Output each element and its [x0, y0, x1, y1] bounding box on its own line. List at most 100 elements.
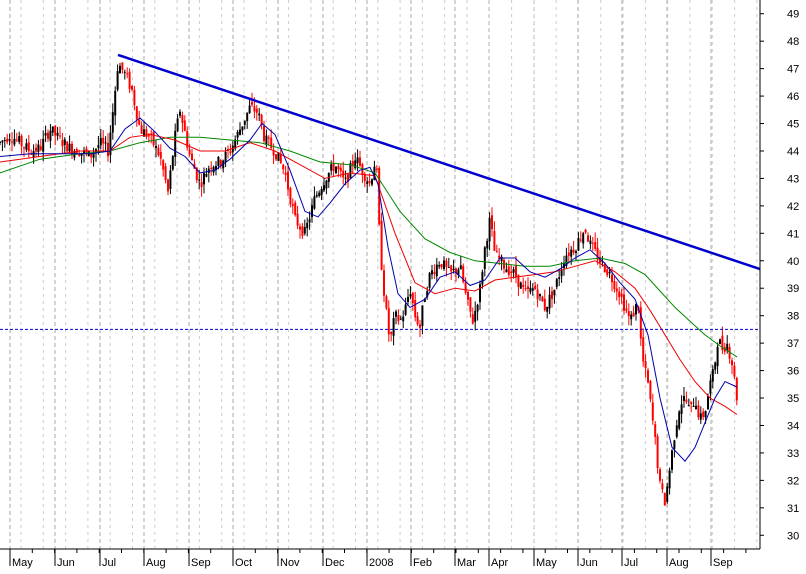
x-tick-label-0: May	[12, 557, 33, 569]
ma-short-line	[0, 117, 738, 462]
candle-body-169	[404, 304, 407, 315]
candle-body-262	[627, 311, 630, 317]
candle-body-55	[131, 85, 133, 90]
candle-body-101	[241, 126, 244, 131]
candle-body-94	[224, 151, 227, 162]
candle-body-296	[709, 380, 712, 394]
candle-body-261	[625, 308, 628, 311]
candle-body-219	[524, 288, 527, 290]
candle-body-160	[383, 270, 385, 296]
candle-body-106	[253, 106, 256, 112]
candle-body-129	[308, 219, 311, 223]
candle-body-5	[11, 141, 13, 143]
candle-body-227	[543, 298, 546, 311]
candle-body-293	[702, 411, 705, 418]
candle-body-256	[613, 281, 616, 290]
y-tick-label-15: 45	[787, 119, 799, 131]
candle-body-19	[44, 133, 47, 136]
candle-body-119	[284, 172, 287, 175]
candle-body-83	[198, 179, 201, 181]
candle-body-182	[435, 264, 438, 276]
candle-body-136	[325, 180, 328, 189]
candle-body-298	[714, 362, 717, 370]
candle-body-287	[687, 405, 690, 407]
candle-body-89	[212, 166, 215, 173]
candle-body-291	[697, 405, 700, 418]
candle-body-303	[726, 343, 729, 351]
candle-body-130	[311, 205, 313, 217]
candle-body-259	[620, 293, 623, 297]
candle-body-255	[611, 274, 613, 283]
candle-body-163	[390, 332, 393, 335]
candle-body-29	[68, 143, 71, 152]
candle-body-254	[608, 271, 611, 274]
candle-body-228	[546, 306, 549, 312]
candle-body-306	[733, 365, 736, 377]
candle-body-113	[270, 137, 273, 149]
candle-body-145	[347, 174, 349, 182]
candle-body-194	[464, 282, 467, 293]
candle-body-73	[174, 130, 177, 157]
candle-body-86	[205, 173, 208, 177]
candle-body-300	[719, 339, 721, 345]
candle-body-241	[577, 237, 580, 251]
y-tick-label-18: 48	[787, 36, 799, 48]
candle-body-263	[630, 314, 633, 320]
annotation-layer	[0, 53, 761, 330]
candle-body-124	[296, 213, 299, 226]
candle-body-204	[488, 217, 491, 242]
candle-body-153	[366, 181, 369, 184]
candle-body-155	[371, 179, 373, 185]
candle-body-161	[385, 296, 388, 309]
x-tick-label-12: May	[536, 557, 557, 569]
x-tick-label-16: Sep	[713, 557, 733, 569]
candle-body-166	[397, 314, 400, 322]
candle-body-34	[80, 152, 83, 157]
candle-body-299	[716, 346, 719, 367]
candle-body-289	[692, 405, 695, 407]
x-tick-label-6: Nov	[280, 557, 300, 569]
candle-body-61	[145, 129, 148, 138]
candle-body-78	[186, 131, 189, 148]
candle-body-268	[642, 337, 645, 362]
candle-body-297	[711, 369, 714, 382]
candle-body-57	[135, 106, 138, 120]
candle-body-225	[539, 294, 541, 297]
candle-body-232	[555, 279, 558, 287]
candle-body-181	[433, 271, 436, 275]
candle-body-214	[512, 269, 515, 273]
candle-body-91	[217, 156, 220, 166]
candle-body-140	[335, 166, 337, 173]
candle-body-224	[536, 289, 539, 300]
candle-body-283	[678, 411, 681, 429]
candle-body-48	[114, 90, 117, 116]
candle-body-231	[553, 289, 556, 296]
candle-body-307	[735, 377, 738, 401]
candle-body-7	[15, 139, 18, 141]
candle-body-33	[78, 153, 81, 156]
candle-body-158	[378, 167, 381, 225]
x-tick-label-5: Oct	[235, 557, 252, 569]
candle-body-13	[30, 153, 33, 155]
candle-body-92	[219, 160, 222, 166]
y-tick-label-2: 32	[787, 475, 799, 487]
y-tick-label-4: 34	[787, 420, 799, 432]
candle-body-248	[594, 241, 597, 249]
candle-body-193	[462, 265, 465, 283]
candle-body-242	[579, 239, 582, 241]
candle-body-281	[673, 440, 676, 449]
candle-body-58	[138, 119, 141, 125]
candle-body-178	[426, 291, 429, 297]
candle-body-21	[49, 130, 52, 141]
candle-body-44	[104, 142, 107, 144]
candle-body-50	[119, 65, 121, 74]
candle-body-207	[495, 251, 498, 253]
candle-body-278	[666, 486, 669, 502]
candle-body-1	[1, 140, 4, 143]
candle-body-70	[167, 179, 169, 192]
candle-body-114	[272, 150, 275, 156]
candle-body-274	[656, 436, 659, 468]
candle-body-199	[476, 304, 479, 312]
